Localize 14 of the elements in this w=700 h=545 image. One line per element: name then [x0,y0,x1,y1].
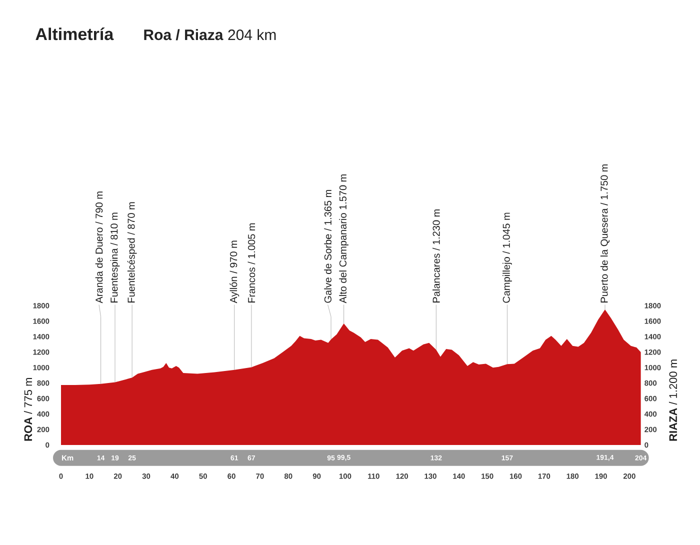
annotation: Puerto de la Quesera / 1.750 m [600,164,610,302]
annotation: Palancares / 1.230 m [432,209,440,302]
annotation: Alto del Campanario 1.570 m [339,174,348,304]
annotation: Aranda de Duero / 790 m [95,192,103,304]
y2-axis-title: RIAZA / 1.200 m [668,360,678,441]
y-axis-title: ROA / 775 m [24,378,32,441]
annotation: Campillejo / 1.045 m [502,212,512,303]
annotation: Fuentelcésped / 870 m [127,202,137,302]
chart-title: Altimetría [36,28,114,40]
chart-subtitle: Roa / Riaza 204 km [144,29,276,40]
annotation: Galve de Sorbe / 1.365 m [324,190,332,303]
annotation: Francos / 1.005 m [248,223,256,302]
annotation: Fuentespina / 810 m [110,212,120,302]
annotation: Ayllón / 970 m [230,240,240,304]
